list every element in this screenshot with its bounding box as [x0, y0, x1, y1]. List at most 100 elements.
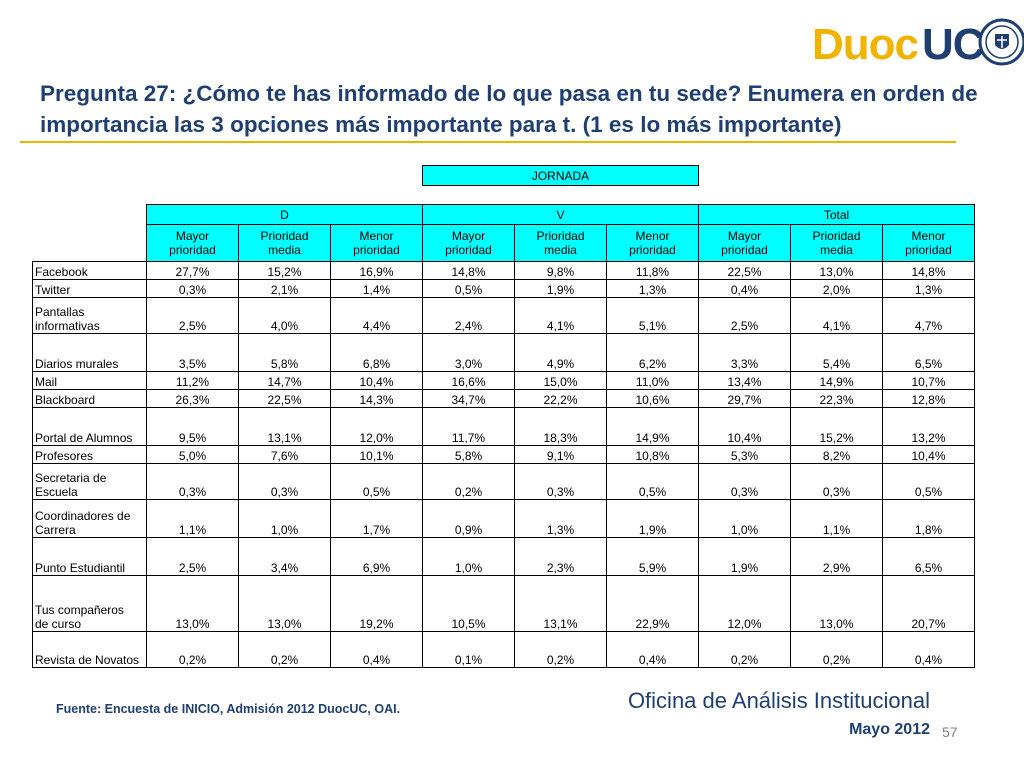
value-cell: 1,3%: [882, 279, 975, 298]
value-cell: 1,1%: [790, 499, 883, 538]
row-label: Punto Estudiantil: [32, 537, 147, 576]
row-label: Tus compañeros de curso: [32, 575, 147, 632]
value-cell: 14,8%: [422, 261, 515, 280]
value-cell: 3,0%: [422, 333, 515, 372]
sub-header-line: Menor: [635, 229, 670, 243]
sub-header: Mayor prioridad: [422, 224, 515, 262]
sub-header-line: Menor: [359, 229, 394, 243]
table-row: Punto Estudiantil 2,5% 3,4% 6,9% 1,0% 2,3% 5,9…: [32, 537, 975, 576]
value-cell: 10,4%: [882, 445, 975, 464]
sub-header: Mayor prioridad: [698, 224, 791, 262]
sub-header: Prioridad media: [514, 224, 607, 262]
value-cell: 8,2%: [790, 445, 883, 464]
sub-header-line: prioridad: [353, 243, 400, 257]
value-cell: 22,5%: [238, 389, 331, 408]
value-cell: 1,4%: [330, 279, 423, 298]
value-cell: 15,2%: [238, 261, 331, 280]
table-row: Diarios murales 3,5% 5,8% 6,8% 3,0% 4,9% 6,2% 3…: [32, 333, 975, 372]
value-cell: 11,7%: [422, 407, 515, 446]
value-cell: 6,5%: [882, 333, 975, 372]
value-cell: 13,2%: [882, 407, 975, 446]
source-note: Fuente: Encuesta de INICIO, Admisión 201…: [56, 702, 401, 716]
value-cell: 9,5%: [146, 407, 239, 446]
office-name: Oficina de Análisis Institucional: [627, 688, 930, 713]
value-cell: 4,7%: [882, 297, 975, 334]
logo-wordmark: DuocUC: [812, 20, 985, 70]
value-cell: 13,1%: [514, 575, 607, 632]
value-cell: 0,4%: [882, 631, 975, 668]
value-cell: 14,9%: [606, 407, 699, 446]
value-cell: 12,0%: [698, 575, 791, 632]
jornada-total-header: Total: [698, 204, 975, 225]
value-cell: 11,0%: [606, 371, 699, 390]
value-cell: 4,0%: [238, 297, 331, 334]
value-cell: 19,2%: [330, 575, 423, 632]
value-cell: 1,9%: [698, 537, 791, 576]
sub-header: Mayor prioridad: [146, 224, 239, 262]
sub-header-line: Mayor: [451, 229, 486, 243]
value-cell: 1,0%: [238, 499, 331, 538]
value-cell: 4,4%: [330, 297, 423, 334]
value-cell: 1,1%: [146, 499, 239, 538]
table-row: Profesores 5,0% 7,6% 10,1% 5,8% 9,1% 10,8% 5,3%…: [32, 445, 975, 464]
value-cell: 1,0%: [698, 499, 791, 538]
sub-header-line: Menor: [911, 229, 946, 243]
value-cell: 5,4%: [790, 333, 883, 372]
value-cell: 15,2%: [790, 407, 883, 446]
value-cell: 5,1%: [606, 297, 699, 334]
jornada-header: JORNADA: [422, 165, 699, 186]
report-date: Mayo 2012: [849, 721, 930, 738]
sub-header-line: media: [544, 243, 577, 257]
value-cell: 0,2%: [422, 463, 515, 500]
table-row: Tus compañeros de curso 13,0% 13,0% 19,2% 10,…: [32, 575, 975, 632]
value-cell: 22,3%: [790, 389, 883, 408]
value-cell: 0,4%: [330, 631, 423, 668]
value-cell: 1,7%: [330, 499, 423, 538]
value-cell: 0,2%: [514, 631, 607, 668]
value-cell: 12,0%: [330, 407, 423, 446]
value-cell: 0,3%: [514, 463, 607, 500]
value-cell: 9,8%: [514, 261, 607, 280]
sub-header: Prioridad media: [790, 224, 883, 262]
value-cell: 2,5%: [146, 537, 239, 576]
sub-header-line: Prioridad: [812, 229, 861, 243]
value-cell: 2,3%: [514, 537, 607, 576]
row-label: Secretaria de Escuela: [32, 463, 147, 500]
sub-header: Prioridad media: [238, 224, 331, 262]
value-cell: 15,0%: [514, 371, 607, 390]
value-cell: 18,3%: [514, 407, 607, 446]
row-label-line: Portal de Alumnos: [35, 431, 133, 445]
value-cell: 22,9%: [606, 575, 699, 632]
value-cell: 22,2%: [514, 389, 607, 408]
row-label-line: Facebook: [35, 265, 88, 279]
value-cell: 13,0%: [790, 575, 883, 632]
value-cell: 0,3%: [146, 463, 239, 500]
row-label: Mail: [32, 371, 147, 390]
row-label-line: Twitter: [35, 283, 71, 297]
value-cell: 12,8%: [882, 389, 975, 408]
value-cell: 0,3%: [790, 463, 883, 500]
value-cell: 2,1%: [238, 279, 331, 298]
value-cell: 14,8%: [882, 261, 975, 280]
value-cell: 1,3%: [514, 499, 607, 538]
value-cell: 1,3%: [606, 279, 699, 298]
duocuc-logo: DuocUC: [812, 16, 1024, 72]
value-cell: 0,5%: [330, 463, 423, 500]
value-cell: 2,4%: [422, 297, 515, 334]
value-cell: 5,3%: [698, 445, 791, 464]
value-cell: 0,4%: [698, 279, 791, 298]
value-cell: 0,2%: [238, 631, 331, 668]
row-label-line: Revista de Novatos: [35, 653, 140, 667]
value-cell: 11,8%: [606, 261, 699, 280]
logo-duoc-text: Duoc: [812, 20, 919, 69]
sub-header-line: prioridad: [721, 243, 768, 257]
value-cell: 27,7%: [146, 261, 239, 280]
value-cell: 3,4%: [238, 537, 331, 576]
value-cell: 2,0%: [790, 279, 883, 298]
row-label-line: Profesores: [35, 449, 94, 463]
value-cell: 5,8%: [422, 445, 515, 464]
value-cell: 2,9%: [790, 537, 883, 576]
logo-uc-text: UC: [922, 20, 985, 69]
value-cell: 13,0%: [238, 575, 331, 632]
value-cell: 20,7%: [882, 575, 975, 632]
